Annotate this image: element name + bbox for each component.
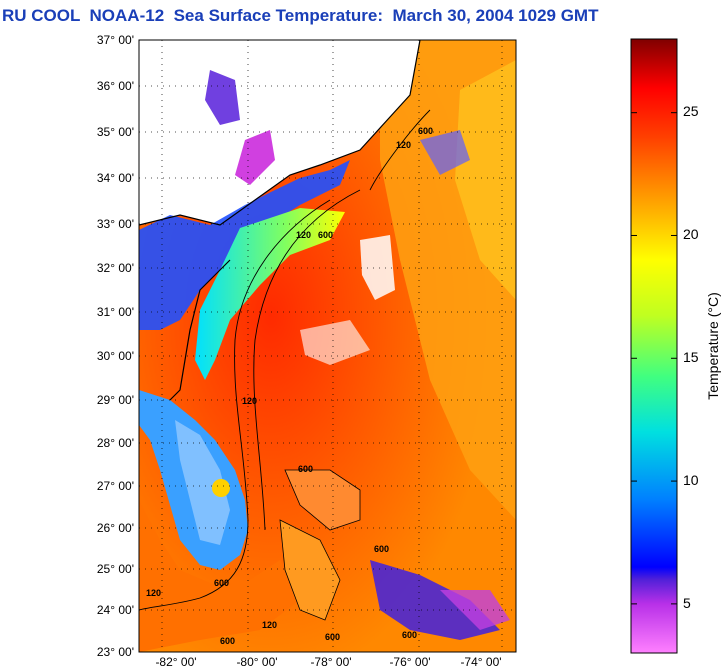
colorbar-title: Temperature (°C) — [705, 292, 721, 400]
lake-okeechobee — [212, 479, 230, 497]
lat-tick-label: 36° 00' — [97, 79, 134, 93]
lat-tick-label: 32° 00' — [97, 261, 134, 275]
contour-label: 120 — [396, 140, 411, 150]
lon-tick-label: -78° 00' — [310, 655, 351, 669]
colorbar-tick-label: 25 — [683, 103, 699, 119]
contour-label: 120 — [146, 588, 161, 598]
map-frame — [138, 39, 517, 653]
lat-tick-label: 26° 00' — [97, 521, 134, 535]
colorbar-ramp — [630, 38, 678, 654]
lat-tick-label: 33° 00' — [97, 217, 134, 231]
latitude-axis: 37° 00' 36° 00' 35° 00' 34° 00' 33° 00' … — [97, 33, 134, 659]
pink-patch — [235, 130, 275, 185]
longitude-axis: -82° 00' -80° 00' -78° 00' -76° 00' -74°… — [155, 655, 501, 669]
lon-tick-label: -82° 00' — [155, 655, 196, 669]
florida-interior — [175, 420, 230, 545]
lon-tick-label: -74° 00' — [460, 655, 501, 669]
contour-label: 600 — [220, 636, 235, 646]
bahamas-bank-north — [284, 469, 361, 531]
lat-tick-label: 31° 00' — [97, 305, 134, 319]
lon-tick-label: -76° 00' — [389, 655, 430, 669]
purple-patch — [205, 70, 240, 125]
contour-label: 120 — [262, 620, 277, 630]
coastline-southeast — [169, 259, 231, 401]
lat-tick-label: 25° 00' — [97, 562, 134, 576]
cloud-fleck — [360, 235, 395, 300]
colorbar-tick-label: 20 — [683, 226, 699, 242]
warm-eddy — [455, 60, 516, 300]
sst-imagery: 120 600 600 120 600 120 600 600 120 600 … — [139, 40, 516, 652]
lat-tick-label: 34° 00' — [97, 171, 134, 185]
lat-tick-label: 27° 00' — [97, 479, 134, 493]
isobath-600-north — [369, 109, 431, 191]
cloud-fleck — [420, 130, 470, 175]
lat-tick-label: 28° 00' — [97, 436, 134, 450]
isobath-120 — [139, 199, 331, 611]
contour-label: 120 — [242, 396, 257, 406]
contour-label: 600 — [298, 464, 313, 474]
colorbar-ticks — [631, 112, 677, 605]
contour-label: 600 — [325, 632, 340, 642]
lat-tick-label: 29° 00' — [97, 393, 134, 407]
gulf-water — [139, 500, 300, 652]
lat-tick-label: 23° 00' — [97, 645, 134, 659]
map-title: RU COOL NOAA-12 Sea Surface Temperature:… — [2, 6, 599, 25]
lat-tick-label: 24° 00' — [97, 603, 134, 617]
lat-tick-label: 37° 00' — [97, 33, 134, 47]
colorbar: 25 20 15 10 5 Temperature (°C) — [630, 38, 721, 654]
colorbar-tick-label: 15 — [683, 349, 699, 365]
contour-label: 600 — [318, 230, 333, 240]
southeast-cold-patch — [370, 560, 500, 640]
isobath-600 — [253, 189, 361, 531]
colorbar-tick-label: 10 — [683, 472, 699, 488]
shelf-band — [195, 208, 345, 380]
colorbar-tick-label: 5 — [683, 595, 691, 611]
lon-tick-label: -80° 00' — [236, 655, 277, 669]
contour-label: 120 — [296, 230, 311, 240]
lat-tick-label: 30° 00' — [97, 349, 134, 363]
coastline-north — [139, 40, 421, 226]
cloud-fleck — [300, 320, 370, 365]
contour-label: 600 — [402, 630, 417, 640]
contour-label: 600 — [374, 544, 389, 554]
contour-label: 600 — [418, 126, 433, 136]
lat-tick-label: 35° 00' — [97, 125, 134, 139]
contour-label: 600 — [214, 578, 229, 588]
bahamas-bank-south — [279, 519, 341, 621]
graticule — [139, 40, 516, 652]
